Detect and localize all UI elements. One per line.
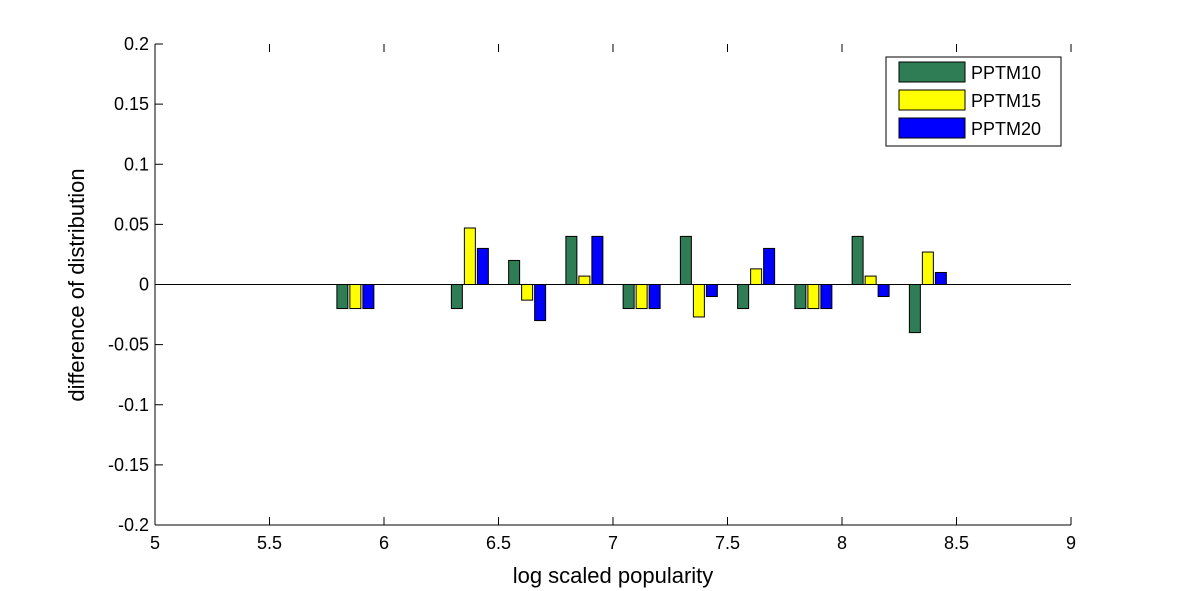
y-tick-label: 0: [139, 275, 149, 295]
bar-pptm15: [463, 227, 476, 285]
bar-pptm10: [737, 284, 750, 310]
bar-pptm20: [934, 271, 947, 286]
bar-pptm10: [622, 284, 635, 310]
y-tick-label: 0.15: [114, 94, 149, 114]
x-tick-label: 5.5: [257, 533, 282, 553]
y-tick-label: 0.05: [114, 214, 149, 234]
bar-pptm15: [521, 284, 534, 301]
bar-pptm15: [578, 275, 591, 285]
y-tick-label: 0.1: [124, 154, 149, 174]
bar-pptm15: [750, 268, 763, 285]
bar-pptm20: [820, 284, 833, 310]
legend-swatch: [898, 61, 966, 83]
bar-pptm20: [534, 284, 547, 322]
x-tick-label: 8: [837, 533, 847, 553]
x-axis-label: log scaled popularity: [513, 563, 714, 588]
x-ticks: 5 5.5 6 6.5 7 7.5 8 8.5 9: [150, 44, 1076, 553]
y-tick-label: -0.15: [108, 455, 149, 475]
y-ticks: -0.2 -0.15 -0.1 -0.05 0 0.05 0.1 0.15 0.2: [108, 34, 163, 535]
x-tick-label: 7.5: [715, 533, 740, 553]
bar-pptm20: [362, 284, 375, 310]
legend-swatch: [898, 117, 966, 139]
bar-pptm20: [763, 247, 776, 286]
bar-pptm20: [476, 247, 489, 286]
bar-pptm10: [565, 235, 578, 285]
bar-pptm20: [648, 284, 661, 310]
legend-label: PPTM15: [971, 91, 1041, 111]
x-tick-label: 6.5: [486, 533, 511, 553]
legend-label: PPTM10: [971, 63, 1041, 83]
bar-pptm20: [705, 284, 718, 298]
y-tick-label: -0.05: [108, 335, 149, 355]
legend-swatch: [898, 89, 966, 111]
x-tick-label: 9: [1066, 533, 1076, 553]
bar-pptm15: [349, 284, 362, 310]
y-axis-label: difference of distribution: [64, 168, 89, 401]
bar-pptm15: [921, 251, 934, 285]
bar-pptm10: [908, 284, 921, 334]
bar-pptm15: [864, 275, 877, 285]
x-tick-label: 7: [608, 533, 618, 553]
y-tick-label: 0.2: [124, 34, 149, 54]
bar-pptm10: [336, 284, 349, 310]
bar-pptm20: [591, 235, 604, 285]
bar-pptm20: [877, 284, 890, 298]
legend: PPTM10 PPTM15 PPTM20: [885, 56, 1062, 147]
y-tick-label: -0.1: [118, 395, 149, 415]
x-tick-label: 5: [150, 533, 160, 553]
bar-pptm10: [794, 284, 807, 310]
y-tick-label: -0.2: [118, 515, 149, 535]
bar-pptm15: [635, 284, 648, 310]
bar-pptm10: [450, 284, 463, 310]
x-tick-label: 8.5: [944, 533, 969, 553]
bar-pptm15: [807, 284, 820, 310]
bar-pptm10: [508, 259, 521, 286]
bar-pptm10: [851, 235, 864, 285]
bar-pptm10: [679, 235, 692, 285]
bar-pptm15: [692, 284, 705, 318]
legend-label: PPTM20: [971, 119, 1041, 139]
x-tick-label: 6: [379, 533, 389, 553]
